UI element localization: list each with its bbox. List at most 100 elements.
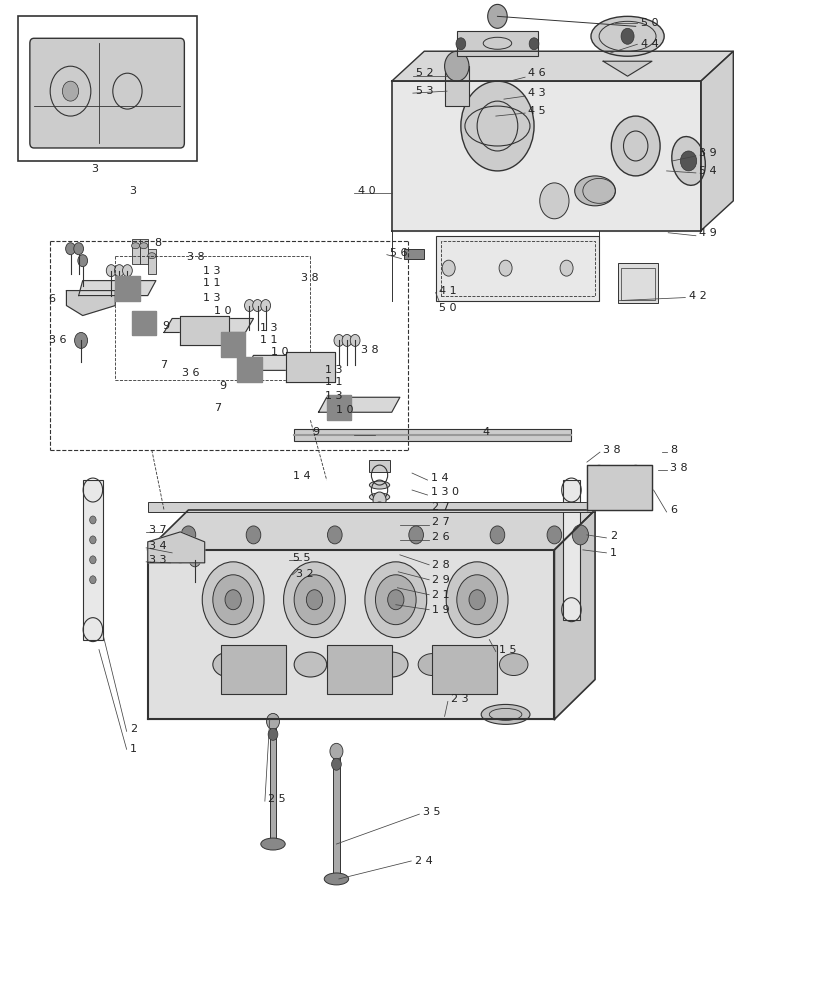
Circle shape xyxy=(342,334,352,346)
Circle shape xyxy=(499,260,512,276)
Circle shape xyxy=(177,549,184,557)
Circle shape xyxy=(294,575,335,625)
Ellipse shape xyxy=(324,873,348,885)
Text: 5 5: 5 5 xyxy=(292,553,310,563)
Text: 4 2: 4 2 xyxy=(689,291,707,301)
Circle shape xyxy=(442,260,455,276)
Circle shape xyxy=(611,116,660,176)
Text: 4 0: 4 0 xyxy=(357,186,375,196)
Ellipse shape xyxy=(481,704,530,724)
Bar xyxy=(562,480,580,620)
Polygon shape xyxy=(587,465,652,510)
Circle shape xyxy=(189,553,201,567)
Bar xyxy=(369,460,390,472)
Polygon shape xyxy=(148,532,205,563)
Circle shape xyxy=(547,526,561,544)
Circle shape xyxy=(261,300,271,312)
Circle shape xyxy=(572,525,588,545)
Text: 9: 9 xyxy=(220,381,227,391)
Bar xyxy=(270,714,277,844)
Circle shape xyxy=(630,465,641,479)
Polygon shape xyxy=(164,319,254,332)
Polygon shape xyxy=(701,51,734,231)
Text: 3 2: 3 2 xyxy=(295,569,313,579)
Text: 3 8: 3 8 xyxy=(187,252,205,262)
Circle shape xyxy=(213,575,254,625)
Circle shape xyxy=(90,576,96,584)
Circle shape xyxy=(365,562,427,638)
Circle shape xyxy=(456,38,466,50)
Ellipse shape xyxy=(261,838,286,850)
Circle shape xyxy=(461,81,534,171)
Circle shape xyxy=(560,260,573,276)
Text: 4 1: 4 1 xyxy=(439,286,456,296)
Bar xyxy=(131,239,140,264)
Polygon shape xyxy=(131,311,156,335)
Circle shape xyxy=(106,265,116,277)
Ellipse shape xyxy=(418,654,446,676)
Bar xyxy=(82,480,103,640)
Ellipse shape xyxy=(370,481,390,489)
Ellipse shape xyxy=(255,654,284,676)
Bar xyxy=(148,502,595,512)
Text: 1 3: 1 3 xyxy=(203,266,220,276)
Ellipse shape xyxy=(148,253,156,259)
Ellipse shape xyxy=(574,176,615,206)
Circle shape xyxy=(490,526,505,544)
Ellipse shape xyxy=(591,16,664,56)
Text: 2 3: 2 3 xyxy=(451,694,468,704)
Bar xyxy=(378,555,381,610)
Ellipse shape xyxy=(370,529,390,537)
Polygon shape xyxy=(246,355,335,370)
Circle shape xyxy=(539,183,569,219)
Bar xyxy=(621,268,655,300)
Circle shape xyxy=(607,473,632,503)
Circle shape xyxy=(284,562,345,638)
Circle shape xyxy=(202,562,264,638)
Text: 3 3: 3 3 xyxy=(149,555,167,565)
Text: 9: 9 xyxy=(312,427,319,437)
Text: 5 0: 5 0 xyxy=(439,303,456,313)
Text: 1 0: 1 0 xyxy=(215,306,232,316)
Text: 7: 7 xyxy=(160,360,167,370)
Circle shape xyxy=(330,743,343,759)
Circle shape xyxy=(681,151,697,171)
Bar xyxy=(441,241,595,296)
Text: 5 2: 5 2 xyxy=(416,68,434,78)
Text: 4 9: 4 9 xyxy=(699,228,717,238)
Circle shape xyxy=(90,536,96,544)
Text: 3 6: 3 6 xyxy=(49,335,66,345)
Text: 4 5: 4 5 xyxy=(528,106,546,116)
Text: 2 8: 2 8 xyxy=(432,560,450,570)
Text: 5 6: 5 6 xyxy=(390,248,408,258)
Circle shape xyxy=(529,38,539,50)
Text: 9: 9 xyxy=(162,321,170,331)
Text: 3 8: 3 8 xyxy=(603,445,621,455)
Circle shape xyxy=(74,332,87,348)
Circle shape xyxy=(181,526,196,544)
Polygon shape xyxy=(326,395,351,420)
Bar xyxy=(221,645,286,694)
Text: 4 6: 4 6 xyxy=(528,68,546,78)
Circle shape xyxy=(457,575,498,625)
Text: 5 3: 5 3 xyxy=(416,86,433,96)
Circle shape xyxy=(334,334,344,346)
Polygon shape xyxy=(286,352,335,382)
Circle shape xyxy=(90,516,96,524)
Circle shape xyxy=(114,265,124,277)
Bar xyxy=(404,249,424,259)
Circle shape xyxy=(245,300,255,312)
Text: 5 4: 5 4 xyxy=(699,166,716,176)
Text: 4 3: 4 3 xyxy=(528,88,546,98)
Bar xyxy=(432,645,498,694)
Polygon shape xyxy=(318,397,400,412)
Polygon shape xyxy=(180,316,229,345)
Text: 8: 8 xyxy=(154,238,162,248)
Circle shape xyxy=(375,575,416,625)
Text: 2 9: 2 9 xyxy=(432,575,450,585)
Text: 4 4: 4 4 xyxy=(641,39,659,49)
Bar xyxy=(326,645,392,694)
Circle shape xyxy=(62,81,78,101)
Text: 2 7: 2 7 xyxy=(432,517,450,527)
Circle shape xyxy=(373,492,386,508)
